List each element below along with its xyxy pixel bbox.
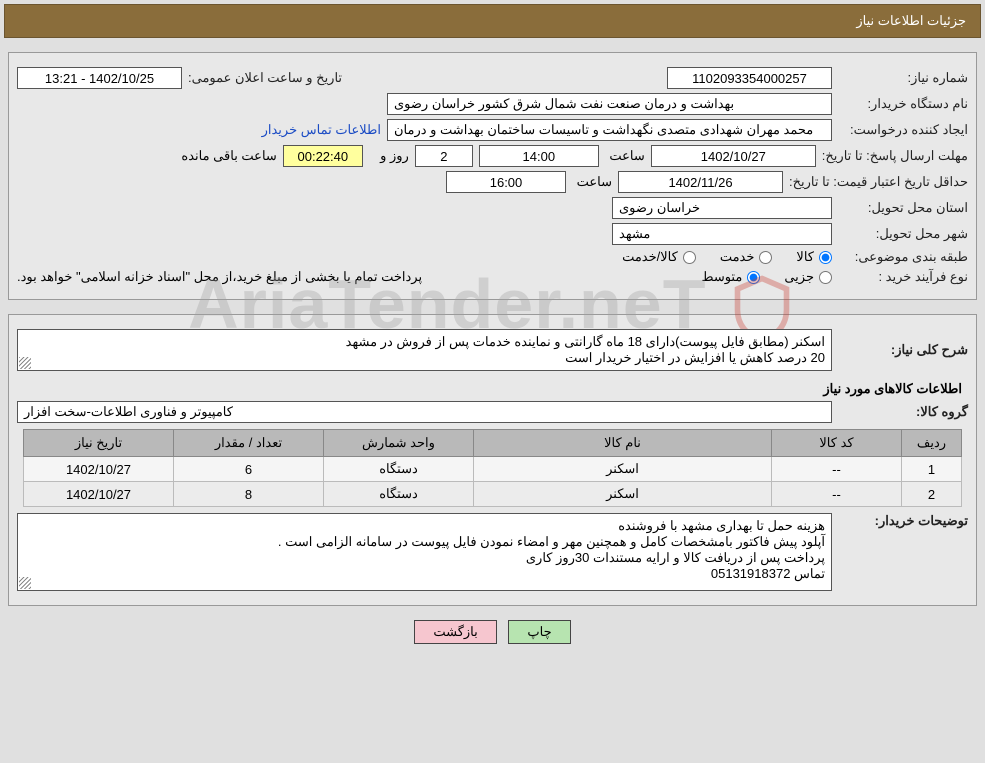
items-section: شرح کلی نیاز: اسکنر (مطابق فایل پیوست)دا…: [8, 314, 977, 606]
table-cell: 1402/10/27: [24, 482, 174, 507]
purchase-type-label: نوع فرآیند خرید :: [838, 269, 968, 285]
table-cell: 6: [174, 457, 324, 482]
cat-service-option[interactable]: خدمت: [720, 249, 773, 265]
items-header: اطلاعات کالاهای مورد نیاز: [23, 381, 962, 397]
group-label: گروه کالا:: [838, 404, 968, 420]
table-cell: 1: [902, 457, 962, 482]
table-header: تعداد / مقدار: [174, 430, 324, 457]
details-section: شماره نیاز: 1102093354000257 تاریخ و ساع…: [8, 52, 977, 300]
action-bar: چاپ بازگشت: [0, 620, 985, 644]
table-header: واحد شمارش: [324, 430, 474, 457]
table-cell: 1402/10/27: [24, 457, 174, 482]
price-valid-time: 16:00: [446, 171, 566, 193]
pt-small-radio[interactable]: [819, 271, 832, 284]
announce-label: تاریخ و ساعت اعلان عمومی:: [188, 70, 342, 86]
buyer-field: بهداشت و درمان صنعت نفت شمال شرق کشور خر…: [387, 93, 832, 115]
need-no-field: 1102093354000257: [667, 67, 832, 89]
purchase-type-group: جزیی متوسط: [701, 269, 832, 285]
cat-service-radio[interactable]: [759, 251, 772, 264]
table-header: تاریخ نیاز: [24, 430, 174, 457]
category-label: طبقه بندی موضوعی:: [838, 249, 968, 265]
pt-small-option[interactable]: جزیی: [784, 269, 832, 285]
cat-goods-option[interactable]: کالا: [796, 249, 832, 265]
table-row: 1--اسکنردستگاه61402/10/27: [24, 457, 962, 482]
group-field: کامپیوتر و فناوری اطلاعات-سخت افزار: [17, 401, 832, 423]
table-cell: دستگاه: [324, 457, 474, 482]
category-radio-group: کالا خدمت کالا/خدمت: [622, 249, 832, 265]
print-button[interactable]: چاپ: [508, 620, 570, 644]
buyer-notes-label: توضیحات خریدار:: [838, 513, 968, 529]
hour-label-2: ساعت: [572, 174, 612, 190]
response-deadline-label: مهلت ارسال پاسخ: تا تاریخ:: [822, 148, 968, 164]
table-header: کد کالا: [772, 430, 902, 457]
resize-handle-icon[interactable]: [19, 357, 31, 369]
overall-desc-field: اسکنر (مطابق فایل پیوست)دارای 18 ماه گار…: [17, 329, 832, 371]
price-valid-label: حداقل تاریخ اعتبار قیمت: تا تاریخ:: [789, 174, 968, 190]
requester-field: محمد مهران شهدادی متصدی نگهداشت و تاسیسا…: [387, 119, 832, 141]
back-button[interactable]: بازگشت: [414, 620, 496, 644]
cat-both-radio[interactable]: [683, 251, 696, 264]
city-label: شهر محل تحویل:: [838, 226, 968, 242]
cat-both-option[interactable]: کالا/خدمت: [622, 249, 696, 265]
table-header: ردیف: [902, 430, 962, 457]
pt-medium-option[interactable]: متوسط: [701, 269, 760, 285]
resize-handle-icon[interactable]: [19, 577, 31, 589]
pt-medium-radio[interactable]: [747, 271, 760, 284]
buyer-contact-link[interactable]: اطلاعات تماس خریدار: [262, 122, 381, 138]
announce-field: 1402/10/25 - 13:21: [17, 67, 182, 89]
overall-desc-label: شرح کلی نیاز:: [838, 342, 968, 358]
province-field: خراسان رضوی: [612, 197, 832, 219]
need-no-label: شماره نیاز:: [838, 70, 968, 86]
response-deadline-time: 14:00: [479, 145, 599, 167]
table-cell: 2: [902, 482, 962, 507]
table-cell: اسکنر: [474, 482, 772, 507]
days-remaining-field: 2: [415, 145, 473, 167]
table-cell: --: [772, 457, 902, 482]
hour-label-1: ساعت: [605, 148, 645, 164]
province-label: استان محل تحویل:: [838, 200, 968, 216]
days-and-label: روز و: [369, 148, 409, 164]
price-valid-date: 1402/11/26: [618, 171, 783, 193]
requester-label: ایجاد کننده درخواست:: [838, 122, 968, 138]
table-cell: 8: [174, 482, 324, 507]
cat-goods-radio[interactable]: [819, 251, 832, 264]
table-row: 2--اسکنردستگاه81402/10/27: [24, 482, 962, 507]
city-field: مشهد: [612, 223, 832, 245]
page-header: جزئیات اطلاعات نیاز: [4, 4, 981, 38]
buyer-label: نام دستگاه خریدار:: [838, 96, 968, 112]
table-cell: اسکنر: [474, 457, 772, 482]
items-table: ردیفکد کالانام کالاواحد شمارشتعداد / مقد…: [23, 429, 962, 507]
buyer-notes-field: هزینه حمل تا بهداری مشهد با فروشنده آپلو…: [17, 513, 832, 591]
response-deadline-date: 1402/10/27: [651, 145, 816, 167]
time-remaining-field: 00:22:40: [283, 145, 363, 167]
table-cell: دستگاه: [324, 482, 474, 507]
table-cell: --: [772, 482, 902, 507]
page-title: جزئیات اطلاعات نیاز: [856, 13, 966, 28]
remaining-label: ساعت باقی مانده: [181, 148, 276, 164]
purchase-note: پرداخت تمام یا بخشی از مبلغ خرید،از محل …: [17, 269, 432, 285]
table-header: نام کالا: [474, 430, 772, 457]
